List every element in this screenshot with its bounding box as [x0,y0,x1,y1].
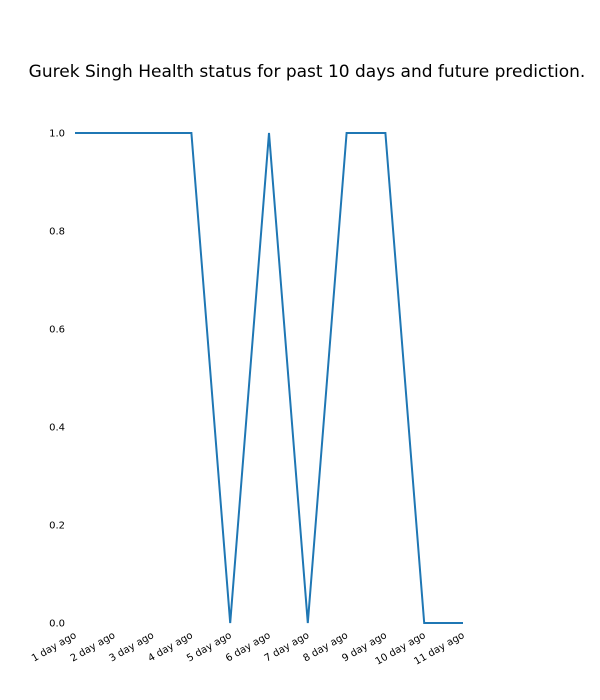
y-axis: 0.0 0.2 0.4 0.6 0.8 1.0 [49,129,65,630]
series-line [75,132,463,624]
y-tick-label: 1.0 [49,129,65,140]
y-tick-label: 0.4 [49,423,65,434]
chart-title: Gurek Singh Health status for past 10 da… [29,62,586,82]
y-tick-label: 0.8 [49,227,65,238]
y-tick-label: 0.0 [49,619,65,630]
y-tick-label: 0.6 [49,325,65,336]
series-layer [75,132,463,624]
y-tick-label: 0.2 [49,521,65,532]
